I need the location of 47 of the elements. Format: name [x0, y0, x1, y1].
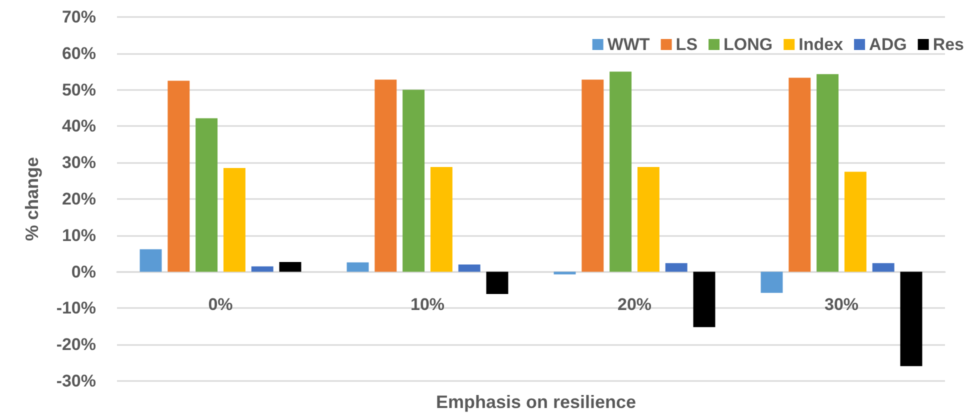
bar: [872, 263, 894, 272]
y-tick-label: -30%: [56, 372, 96, 390]
legend-label: ADG: [869, 35, 907, 54]
bar: [374, 80, 397, 272]
bar: [140, 249, 162, 272]
bar: [486, 272, 508, 294]
bar: [196, 118, 218, 272]
legend-label: Res: [932, 35, 964, 54]
bar: [430, 166, 452, 272]
x-tick-label: 10%: [410, 294, 445, 314]
y-tick-label: 0%: [71, 262, 96, 282]
legend-label: LS: [676, 35, 698, 54]
y-tick-label: 60%: [62, 44, 96, 63]
y-tick-label: 30%: [62, 153, 96, 172]
bar: [251, 266, 274, 272]
bar: [816, 74, 839, 272]
bar: [610, 72, 632, 272]
x-tick-label: 20%: [617, 294, 652, 314]
bar: [788, 78, 811, 272]
x-tick-label: 30%: [824, 294, 859, 314]
y-tick-label: 70%: [62, 8, 96, 26]
bar: [168, 80, 190, 272]
bar: [458, 264, 480, 272]
x-tick-label: 0%: [208, 294, 233, 314]
bar: [760, 272, 783, 293]
bar: [279, 262, 302, 272]
bar: [402, 90, 425, 272]
bar: [554, 272, 576, 274]
bar: [346, 262, 369, 272]
bar: [844, 172, 866, 272]
bar: [637, 166, 660, 272]
y-tick-label: 10%: [62, 226, 96, 245]
bar: [223, 168, 246, 272]
y-axis-title: % change: [22, 156, 42, 242]
y-tick-label: 40%: [62, 116, 96, 136]
y-tick-label: 20%: [62, 190, 96, 208]
legend-label: LONG: [724, 35, 773, 54]
bar: [582, 80, 604, 272]
bar: [693, 272, 716, 328]
legend-label: WWT: [607, 35, 650, 54]
y-tick-label: 50%: [62, 80, 96, 100]
y-tick-label: -20%: [56, 335, 96, 354]
y-tick-label: -10%: [56, 298, 96, 318]
x-axis-title: Emphasis on resilience: [436, 392, 636, 412]
bar: [900, 272, 922, 366]
bar: [665, 263, 688, 272]
legend-label: Index: [798, 35, 844, 54]
